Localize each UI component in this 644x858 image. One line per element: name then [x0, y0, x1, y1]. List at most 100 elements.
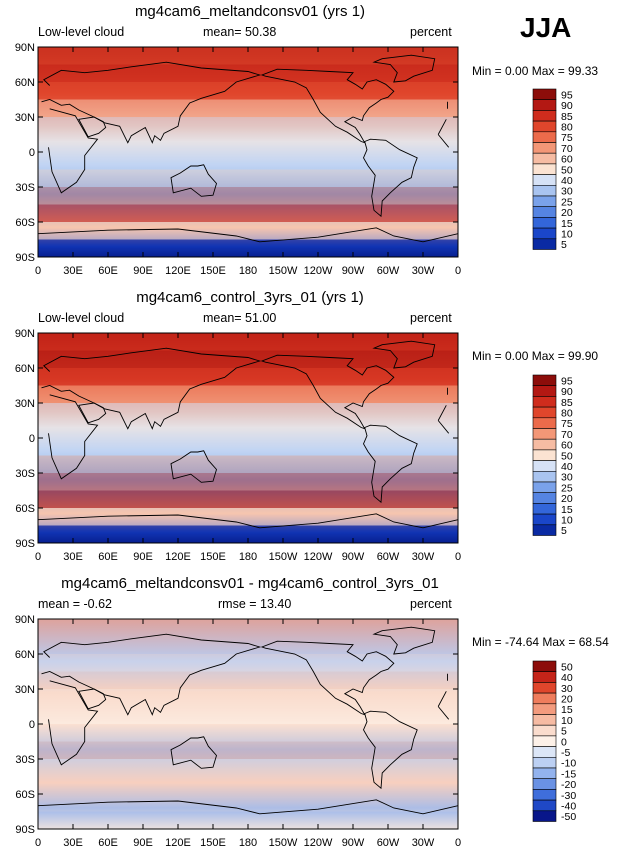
panel-1-zonal-band: [38, 99, 458, 117]
panel-2-colorbar-swatch: [532, 417, 557, 429]
panel-2-ytick-label: 90N: [15, 328, 35, 340]
panel-3-colorbar-swatch: [532, 799, 557, 812]
panel-3-ytick-label: 0: [29, 719, 35, 731]
panel-2-ytick-label: 30N: [15, 398, 35, 410]
panel-2-colorbar-swatch: [532, 438, 557, 451]
panel-1-colorbar-swatch: [532, 185, 557, 197]
panel-3-colorbar-label: 10: [561, 715, 573, 727]
panel-3-colorbar-swatch: [532, 778, 557, 790]
panel-3-colorbar-label: 20: [561, 693, 573, 705]
panel-2-title: mg4cam6_control_3yrs_01 (yrs 1): [136, 289, 364, 306]
panel-3-zonal-band: [38, 759, 458, 777]
panel-1-coastline-antarctica: [37, 227, 459, 243]
panel-1-xtick-label: 60W: [377, 265, 400, 277]
panel-2-xtick-label: 90E: [133, 551, 153, 563]
panel-3-ytick-label: 30S: [15, 754, 35, 766]
panel-2-zonal-band: [38, 455, 458, 473]
panel-2-xtick-label: 60W: [377, 551, 400, 563]
panel-1-variable-label: Low-level cloud: [38, 25, 125, 39]
panel-3-coastline-n_america: [260, 640, 395, 716]
panel-1-colorbar-swatch: [532, 152, 557, 165]
panel-3-coastline-s_america: [362, 710, 418, 790]
panel-1-ytick-label: 60S: [15, 217, 35, 229]
panel-2-zonal-band: [38, 508, 458, 526]
panel-2-min-max: Min = 0.00 Max = 99.90: [472, 349, 599, 363]
panel-2-xtick-label: 30E: [63, 551, 83, 563]
panel-3-xtick-label: 120W: [304, 837, 333, 849]
panel-3-xtick-label: 150E: [200, 837, 226, 849]
panel-1-xtick-label: 60E: [98, 265, 118, 277]
panel-1-xtick-label: 150E: [200, 265, 226, 277]
panel-1-xtick-label: 90W: [342, 265, 365, 277]
panel-3-ytick-label: 90N: [15, 614, 35, 626]
panel-2-coastline-africa: [48, 394, 450, 480]
panel-2-colorbar-swatch: [532, 460, 557, 472]
panel-1-colorbar-label: 95: [561, 89, 573, 101]
panel-3-colorbar-swatch: [532, 756, 557, 769]
panel-2-colorbar-label: 10: [561, 514, 573, 526]
panel-2-colorbar-label: 30: [561, 472, 573, 484]
panel-3-xtick-label: 90E: [133, 837, 153, 849]
panel-1-colorbar-label: 50: [561, 164, 573, 176]
panel-1-colorbar-label: 90: [561, 100, 573, 112]
panel-3-coastline-arabia: [78, 688, 107, 710]
panel-1-coastline-greenland: [372, 54, 436, 83]
panel-1-colorbar-label: 75: [561, 132, 573, 144]
panel-3-colorbar-swatch: [532, 682, 557, 694]
panel-2-colorbar-label: 95: [561, 375, 573, 387]
panel-2-colorbar-label: 5: [561, 525, 567, 537]
panel-3-colorbar-label: -40: [561, 800, 576, 812]
panel-1-zonal-band: [38, 169, 458, 187]
panel-1-ytick-label: 30S: [15, 182, 35, 194]
panel-2-xtick-label: 60E: [98, 551, 118, 563]
panel-1-zonal-band: [38, 64, 458, 82]
panel-2-zonal-band: [38, 438, 458, 456]
panel-3-coastline-antarctica: [37, 799, 459, 815]
panel-1-colorbar-swatch: [532, 110, 557, 122]
panel-1-coastline-arabia: [78, 116, 107, 138]
panel-1-zonal-band: [38, 117, 458, 135]
panel-3-zonal-band: [38, 741, 458, 759]
panel-2-coastline-greenland: [372, 340, 436, 369]
panel-3-colorbar-swatch: [532, 692, 557, 705]
panel-1-zonal-band: [38, 134, 458, 152]
panel-3-rmse: rmse = 13.40: [218, 597, 292, 611]
panel-2-coastline-australia: [170, 450, 218, 483]
panel-1-colorbar-label: 70: [561, 143, 573, 155]
panel-1-ytick-label: 90N: [15, 42, 35, 54]
panel-1-colorbar-swatch: [532, 142, 557, 154]
panel-2-ytick-label: 0: [29, 433, 35, 445]
panel-1-colorbar-swatch: [532, 163, 557, 175]
panel-3-ytick-label: 30N: [15, 684, 35, 696]
panel-3-colorbar-label: 5: [561, 726, 567, 738]
panel-3-xtick-label: 120E: [165, 837, 191, 849]
panel-2-zonal-band: [38, 473, 458, 491]
panel-1-zonal-band: [38, 152, 458, 170]
panel-2-colorbar-swatch: [532, 470, 557, 483]
panel-3-zonal-band: [38, 671, 458, 689]
panel-1-map: 0 30E 60E 90E 120E 150E 180 150W 120W 90W 60W 30W 09…: [15, 42, 461, 277]
panel-2-colorbar-swatch: [532, 513, 557, 526]
panel-3-colorbar-swatch: [532, 660, 557, 672]
panel-2-mean: mean= 51.00: [203, 311, 277, 325]
panel-3-colorbar-swatch: [532, 724, 557, 737]
panel-2-colorbar-label: 70: [561, 429, 573, 441]
panel-1-colorbar-label: 20: [561, 207, 573, 219]
panel-1-coastline-n_america: [260, 68, 395, 144]
panel-1-zonal-band: [38, 187, 458, 205]
panel-3-mean: mean = -0.62: [38, 597, 113, 611]
panel-2-colorbar-swatch: [532, 503, 557, 515]
panel-2-ytick-label: 60S: [15, 503, 35, 515]
panel-3-zonal-band: [38, 689, 458, 707]
panel-1-colorbar-label: 10: [561, 228, 573, 240]
panel-2-colorbar-swatch: [532, 428, 557, 440]
panel-3-xtick-label: 30W: [412, 837, 435, 849]
panel-2-colorbar-swatch: [532, 385, 557, 397]
panel-2-colorbar-label: 20: [561, 493, 573, 505]
panel-3-ytick-label: 90S: [15, 824, 35, 836]
panel-1-colorbar-swatch: [532, 88, 557, 100]
panel-1-xtick-label: 180: [239, 265, 257, 277]
